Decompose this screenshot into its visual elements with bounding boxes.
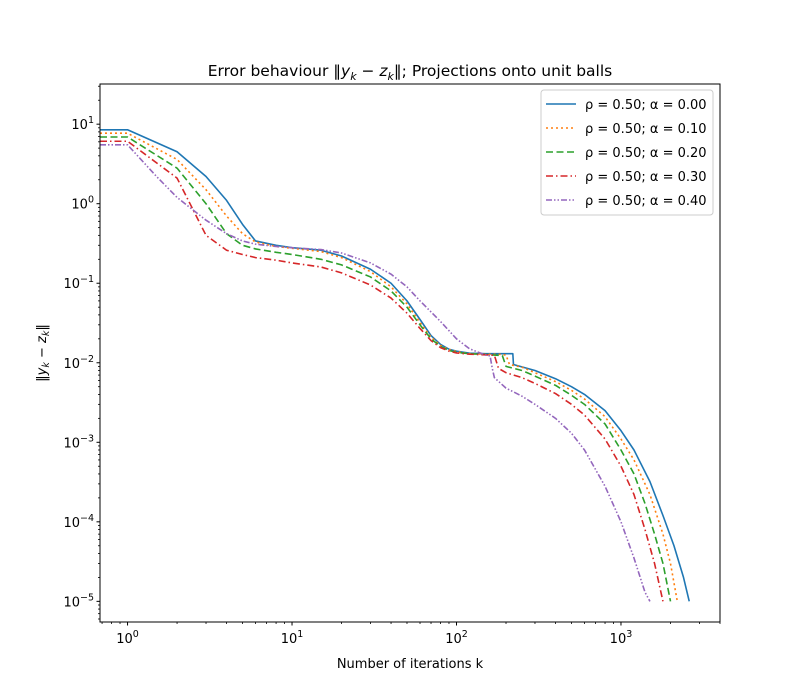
y-tick-label: 10−5 [63,592,94,610]
series-line-1 [100,132,679,602]
y-axis-label: ‖yk − zk‖ [35,324,52,382]
plot-area-frame [99,83,721,623]
legend-label-3: ρ = 0.50; α = 0.30 [585,170,707,185]
y-axis: 101 100 10−1 10−2 10−3 10−4 10−5 [63,85,100,620]
y-tick-label: 10−1 [63,274,94,292]
legend-label-0: ρ = 0.50; α = 0.00 [585,98,707,113]
series-line-3 [100,140,664,602]
y-tick-label: 101 [71,115,94,133]
series-line-4 [100,144,651,602]
legend-label-1: ρ = 0.50; α = 0.10 [585,122,707,137]
legend-box [540,89,714,216]
chart-title: Error behaviour ‖yk − zk‖; Projections o… [208,62,613,83]
series-line-0 [100,128,691,602]
x-axis-label: Number of iterations k [337,657,484,672]
legend-label-4: ρ = 0.50; α = 0.40 [585,194,707,209]
x-tick-label: 103 [610,629,633,647]
x-axis: 100 101 102 103 [101,622,721,647]
y-tick-label: 10−4 [63,513,94,531]
series-layer [100,128,691,602]
y-tick-label: 100 [71,195,94,213]
y-tick-label: 10−2 [63,354,94,372]
legend: ρ = 0.50; α = 0.00 ρ = 0.50; α = 0.10 ρ = … [540,89,714,216]
y-tick-label: 10−3 [63,433,94,451]
x-tick-label: 102 [445,629,468,647]
x-tick-label: 100 [116,629,139,647]
legend-label-2: ρ = 0.50; α = 0.20 [585,146,707,161]
x-tick-label: 101 [281,629,304,647]
